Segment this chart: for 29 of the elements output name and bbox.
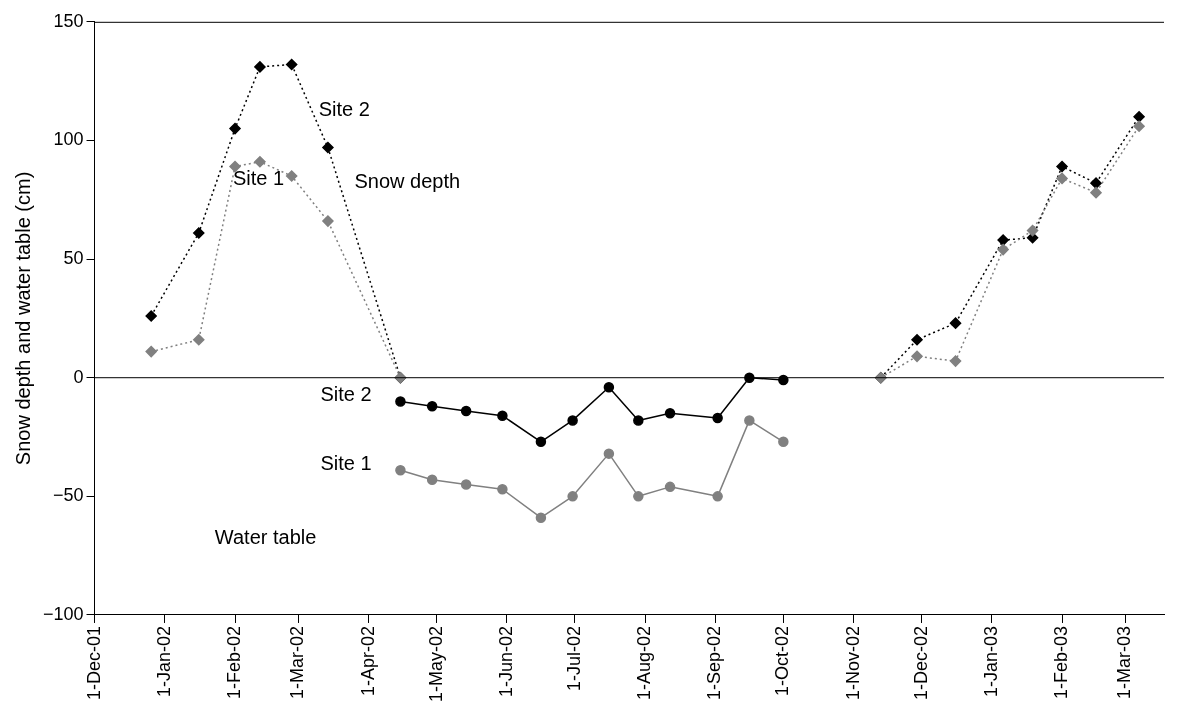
x-tick-label: 1-Jan-02 [153, 625, 174, 698]
series-label: Site 1 [232, 167, 285, 190]
x-tick-label: 1-Jun-02 [495, 625, 516, 698]
y-tick-label: 0 [73, 366, 84, 387]
x-tick-label: 1-Mar-02 [287, 625, 308, 700]
x-tick-label: 1-Dec-01 [83, 625, 104, 701]
series-label: Site 2 [320, 382, 372, 405]
y-tick-label: −100 [43, 603, 84, 624]
x-tick-label: 1-Apr-02 [357, 625, 378, 697]
x-tick-label: 1-Dec-02 [910, 625, 931, 701]
y-axis-title: Snow depth and water table (cm) [11, 171, 34, 466]
y-tick-label: 100 [53, 129, 84, 150]
x-tick-label: 1-Jan-03 [980, 625, 1001, 698]
y-tick-label: −50 [53, 485, 84, 506]
x-tick-label: 1-Feb-03 [1051, 625, 1072, 700]
annotation: Water table [214, 525, 317, 548]
x-tick-label: 1-Sep-02 [704, 625, 725, 701]
x-tick-label: 1-Feb-02 [223, 625, 244, 700]
annotation: Snow depth [354, 170, 461, 193]
x-tick-label: 1-Mar-03 [1114, 625, 1135, 700]
x-tick-label: 1-Oct-02 [772, 625, 793, 697]
x-tick-label: 1-Nov-02 [842, 625, 863, 701]
series-label: Site 1 [320, 451, 372, 474]
y-tick-label: 150 [53, 10, 84, 31]
x-tick-label: 1-May-02 [425, 625, 446, 703]
x-tick-label: 1-Jul-02 [563, 625, 584, 692]
y-tick-label: 50 [63, 248, 84, 269]
x-tick-label: 1-Aug-02 [634, 625, 655, 701]
series-label: Site 2 [318, 98, 370, 121]
